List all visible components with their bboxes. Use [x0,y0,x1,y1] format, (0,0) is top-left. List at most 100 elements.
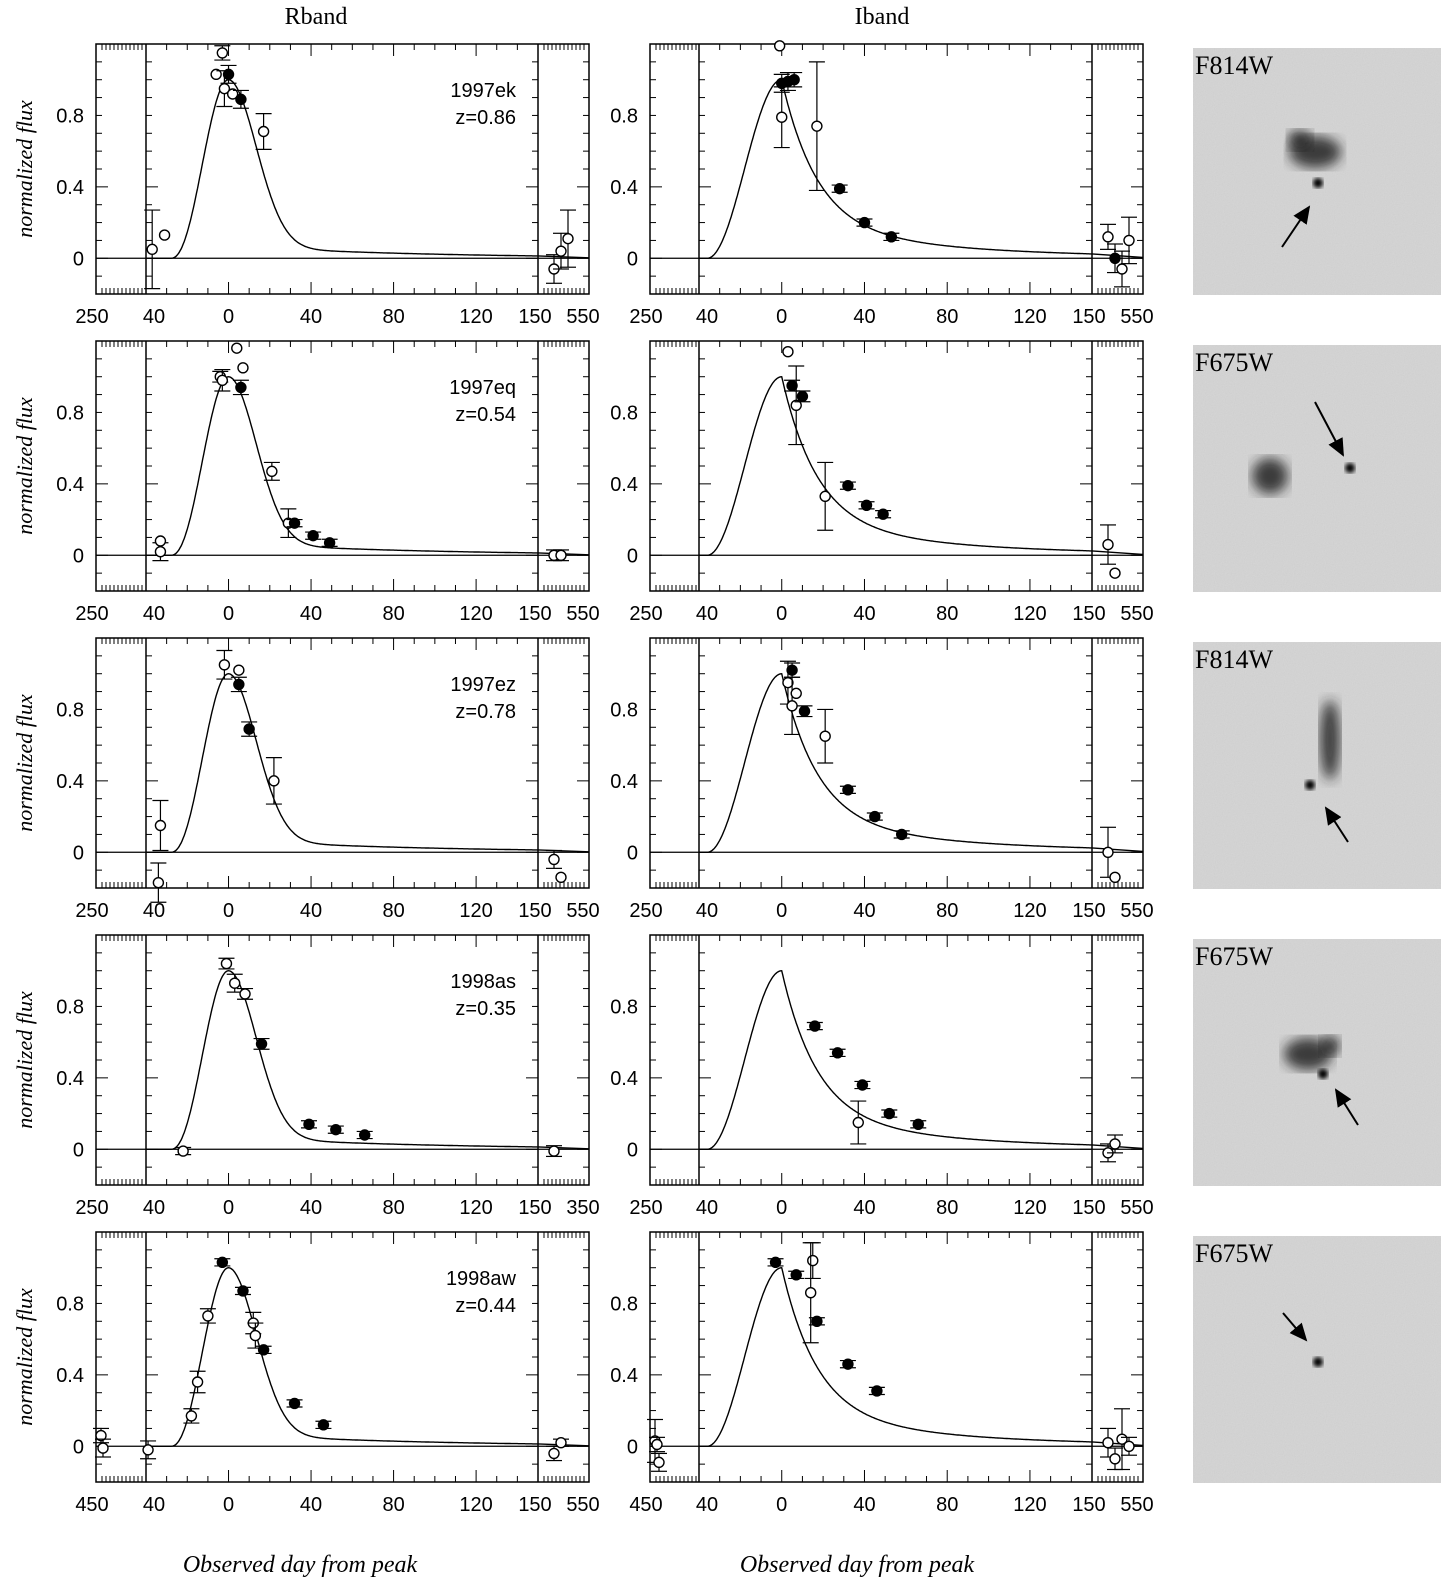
data-point-filled [912,1118,924,1130]
data-point-open [257,125,270,138]
template-curve [146,672,590,853]
filter-label: F675W [1195,1239,1273,1268]
data-point-open [804,1287,817,1299]
data-point-filled [856,1079,869,1091]
x-tick-label: 40 [143,306,165,328]
data-point-filled [330,1123,342,1136]
x-tick-label: 150 [1072,603,1105,625]
x-tick-label: 40 [143,603,165,625]
x-axis-label-right: Observed day from peak [740,1552,975,1578]
data-point-open [1123,234,1135,247]
y-tick-label: 0.8 [56,105,84,127]
redshift-label: z=0.54 [455,404,516,426]
x-tick-label: 150 [518,900,551,922]
y-tick-label: 0.4 [56,1068,84,1090]
x-tick-label: 550 [566,1494,599,1516]
data-point-open [786,700,798,712]
data-point-filled [317,1419,330,1431]
x-tick-label: 250 [629,1197,662,1219]
y-tick-label: 0.4 [610,1365,638,1387]
data-point-open [191,1376,204,1388]
x-tick-label: 0 [223,900,234,922]
y-tick-label: 0.4 [56,474,84,496]
x-tick-label: 80 [382,306,404,328]
x-tick-label: 150 [518,306,551,328]
x-tick-label: 0 [776,1494,787,1516]
supernova-spot [1305,780,1315,790]
data-point-filled [257,1344,270,1356]
data-point-open [1109,567,1121,579]
x-tick-label: 350 [566,1197,599,1219]
y-tick-label: 0.4 [56,1365,84,1387]
data-point-filled [877,508,889,520]
x-tick-label: 80 [382,900,404,922]
supernova-name: 1998aw [446,1268,517,1290]
panel-R-row1: 0 0.4 0.8 250 40 0 40 80 120 150 550 normalized flu… [12,43,600,328]
data-point-open [185,1410,198,1422]
tick-marks [650,934,1143,1186]
thumbnail-3: F814W [1193,642,1441,889]
data-point-filled [842,479,854,492]
x-tick-label: 80 [936,1494,958,1516]
y-tick-label: 0.4 [56,177,84,199]
x-tick-label: 40 [696,1494,718,1516]
y-tick-label: 0 [627,1139,638,1161]
data-point-open [790,399,802,411]
y-axis-label: normalized flux [12,100,37,238]
x-tick-label: 550 [566,900,599,922]
x-tick-label: 250 [75,900,108,922]
host-galaxy [1252,458,1288,494]
pointer-arrow [1314,401,1344,457]
x-tick-label: 0 [776,603,787,625]
data-point-open [1116,263,1128,275]
redshift-label: z=0.86 [455,107,516,129]
y-tick-label: 0 [627,545,638,567]
supernova-spot [1318,1069,1328,1079]
panel-R-row5: 0 0.4 0.8 450 40 0 40 80 120 150 550 normalized flu… [12,1231,600,1516]
panel-frame [649,934,1144,1186]
x-tick-label: 80 [382,1494,404,1516]
y-tick-label: 0.4 [610,1068,638,1090]
x-tick-label: 0 [223,1197,234,1219]
x-tick-label: 40 [696,306,718,328]
x-tick-label: 40 [143,1197,165,1219]
filter-label: F814W [1195,51,1273,80]
y-tick-label: 0 [73,1139,84,1161]
data-point-open [1102,846,1114,858]
x-tick-label: 40 [853,603,875,625]
filter-label: F675W [1195,942,1273,971]
x-tick-label: 150 [518,1197,551,1219]
host-galaxy [1288,130,1312,150]
image-noise [1193,642,1441,889]
y-tick-label: 0.8 [610,699,638,721]
data-point-open [782,346,794,358]
y-tick-label: 0 [73,1436,84,1458]
y-axis-label: normalized flux [12,397,37,535]
column-header-iband: Iband [855,4,910,30]
host-galaxy [1320,1036,1340,1056]
panel-R-row4: 0 0.4 0.8 250 40 0 40 80 120 150 350 normalized flu… [12,934,600,1219]
panel-frame [649,43,1144,295]
thumbnail-2: F675W [1193,345,1441,592]
template-curve [699,78,1144,259]
x-tick-label: 120 [459,900,492,922]
data-point-open [142,1444,154,1456]
x-tick-label: 0 [776,900,787,922]
data-point-open [177,1145,189,1157]
data-point-open [1109,1138,1121,1150]
x-tick-label: 550 [1120,1197,1153,1219]
x-tick-label: 120 [1013,1197,1046,1219]
image-noise [1193,48,1441,295]
y-tick-label: 0.8 [610,402,638,424]
panel-I-row2: 0 0.4 0.8 250 40 0 40 80 120 150 550 [610,340,1154,625]
data-point-filled [790,1269,802,1281]
x-tick-label: 120 [1013,603,1046,625]
supernova-name: 1997ek [450,80,517,102]
y-tick-label: 0.4 [56,771,84,793]
x-tick-label: 80 [382,603,404,625]
y-tick-label: 0.4 [610,177,638,199]
y-axis-label: normalized flux [12,991,37,1129]
x-tick-label: 250 [629,603,662,625]
data-point-filled [796,390,809,403]
